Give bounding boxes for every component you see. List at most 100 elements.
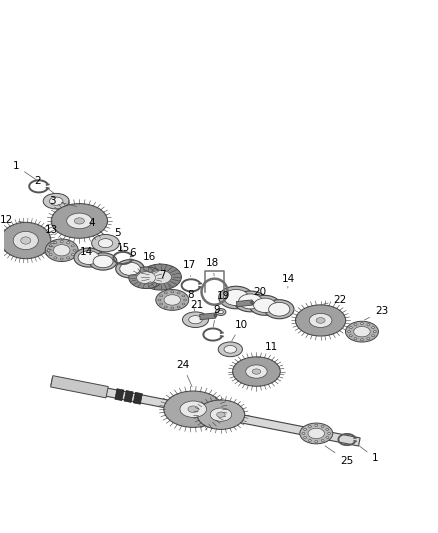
Ellipse shape (326, 437, 329, 439)
Ellipse shape (348, 330, 350, 333)
Ellipse shape (49, 254, 52, 256)
Ellipse shape (350, 335, 352, 337)
Ellipse shape (265, 300, 294, 319)
Ellipse shape (304, 429, 307, 430)
Text: 12: 12 (0, 215, 23, 225)
Ellipse shape (129, 267, 163, 288)
Polygon shape (133, 392, 142, 404)
Polygon shape (124, 391, 133, 402)
Ellipse shape (308, 425, 311, 427)
Ellipse shape (308, 440, 311, 441)
Ellipse shape (49, 245, 52, 247)
Ellipse shape (367, 324, 370, 326)
Ellipse shape (67, 241, 70, 244)
Polygon shape (51, 376, 108, 398)
Ellipse shape (156, 289, 189, 310)
Ellipse shape (218, 342, 243, 357)
Ellipse shape (367, 338, 370, 340)
Text: 7: 7 (159, 270, 171, 289)
Ellipse shape (371, 327, 374, 328)
Ellipse shape (164, 306, 167, 308)
Ellipse shape (78, 251, 99, 264)
Ellipse shape (214, 314, 217, 317)
Ellipse shape (182, 295, 185, 297)
Ellipse shape (268, 302, 290, 316)
Ellipse shape (140, 264, 181, 290)
Ellipse shape (315, 441, 318, 442)
Text: 16: 16 (143, 252, 161, 264)
Ellipse shape (224, 289, 249, 305)
Text: 10: 10 (232, 320, 248, 341)
Text: 11: 11 (258, 342, 279, 358)
Text: 24: 24 (176, 360, 192, 387)
Ellipse shape (218, 310, 223, 314)
Ellipse shape (252, 369, 261, 374)
Ellipse shape (158, 299, 161, 301)
Ellipse shape (315, 424, 318, 426)
Ellipse shape (184, 299, 187, 301)
Ellipse shape (67, 213, 92, 229)
Text: 4: 4 (88, 218, 103, 235)
Polygon shape (237, 300, 253, 306)
Ellipse shape (189, 316, 202, 324)
Ellipse shape (302, 432, 305, 434)
Ellipse shape (120, 262, 140, 276)
Ellipse shape (98, 239, 113, 248)
Ellipse shape (54, 241, 57, 244)
Ellipse shape (164, 391, 223, 427)
Ellipse shape (74, 248, 103, 267)
Ellipse shape (321, 440, 324, 441)
Text: 1: 1 (13, 161, 36, 180)
Ellipse shape (182, 303, 185, 305)
Ellipse shape (234, 291, 267, 312)
Ellipse shape (354, 326, 370, 337)
Text: 21: 21 (191, 300, 204, 314)
Ellipse shape (177, 306, 180, 308)
Text: 9: 9 (213, 305, 219, 327)
Ellipse shape (304, 437, 307, 439)
Ellipse shape (171, 291, 174, 293)
Text: 2: 2 (35, 176, 54, 193)
Ellipse shape (49, 197, 63, 205)
Ellipse shape (0, 222, 51, 259)
Ellipse shape (249, 295, 280, 316)
Ellipse shape (60, 258, 63, 260)
Ellipse shape (360, 339, 364, 341)
Text: 3: 3 (49, 196, 77, 206)
Ellipse shape (45, 239, 78, 262)
Text: 15: 15 (117, 244, 130, 260)
Text: 8: 8 (187, 290, 195, 311)
Ellipse shape (74, 218, 85, 224)
Ellipse shape (217, 412, 225, 417)
Ellipse shape (233, 357, 280, 386)
Ellipse shape (219, 286, 254, 309)
Ellipse shape (137, 272, 155, 284)
Ellipse shape (73, 249, 76, 251)
Ellipse shape (350, 327, 352, 328)
Ellipse shape (89, 253, 117, 270)
Ellipse shape (197, 400, 245, 430)
Ellipse shape (180, 401, 206, 417)
Ellipse shape (43, 193, 69, 209)
Polygon shape (115, 389, 124, 401)
Ellipse shape (188, 406, 198, 413)
Ellipse shape (354, 324, 357, 326)
Ellipse shape (53, 245, 70, 256)
Ellipse shape (246, 365, 267, 378)
Text: 25: 25 (325, 446, 353, 466)
Ellipse shape (21, 237, 31, 244)
Polygon shape (200, 313, 216, 320)
Ellipse shape (326, 429, 329, 430)
Ellipse shape (321, 425, 324, 427)
Text: 23: 23 (364, 306, 388, 320)
Ellipse shape (71, 245, 74, 247)
Ellipse shape (71, 254, 74, 256)
Ellipse shape (316, 318, 325, 323)
Text: 5: 5 (114, 228, 122, 251)
Ellipse shape (47, 249, 50, 251)
Text: 1: 1 (359, 446, 379, 463)
Text: 22: 22 (323, 295, 347, 305)
Ellipse shape (346, 321, 378, 342)
Ellipse shape (309, 313, 332, 327)
Ellipse shape (371, 335, 374, 337)
